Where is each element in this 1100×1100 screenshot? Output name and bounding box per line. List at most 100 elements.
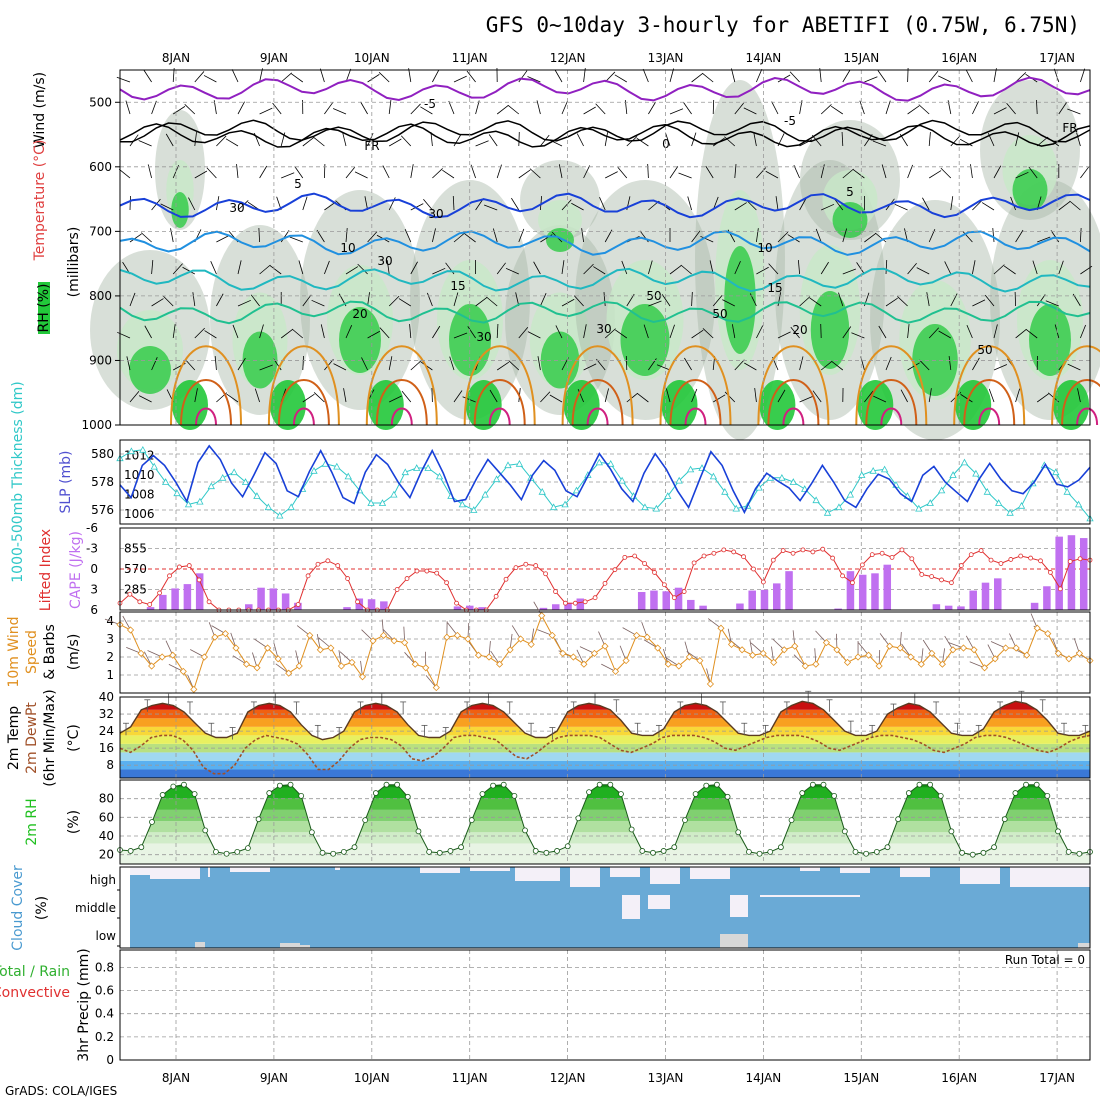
cloud-cover-background <box>130 867 1090 948</box>
lifted-index-point <box>612 567 618 573</box>
axis-title-wind-10m: 10m Wind <box>6 616 22 687</box>
wind-barb <box>280 329 293 339</box>
thickness-point <box>880 465 889 473</box>
wind-barb <box>820 360 833 371</box>
lifted-index-point <box>1028 555 1034 561</box>
wind-barb <box>432 325 441 339</box>
temperature-contour <box>180 379 232 426</box>
thickness-point <box>1074 500 1083 508</box>
wind-barb <box>821 203 835 211</box>
rh-point <box>884 844 891 851</box>
li-tick-label: -6 <box>86 521 98 535</box>
wind-speed-point <box>422 664 430 672</box>
thickness-point <box>401 468 409 476</box>
wind-speed-point <box>875 662 883 670</box>
wind-barb <box>1003 265 1016 275</box>
temperature-contour <box>963 379 1016 426</box>
wind-barb <box>830 105 844 115</box>
wind-barb <box>182 266 195 275</box>
wind-barb <box>897 296 908 307</box>
wind-barb <box>922 197 930 211</box>
panel-frame <box>119 527 1091 611</box>
wind-barb <box>793 654 806 667</box>
rh-core <box>955 380 992 430</box>
wind-barb <box>972 199 983 211</box>
wind-barb <box>378 71 390 83</box>
wind-barb <box>993 364 1008 371</box>
thickness-line <box>119 449 1091 519</box>
rh-point <box>181 781 187 788</box>
wind-speed-point <box>664 660 672 668</box>
wind-barb <box>864 390 874 403</box>
wind-barb <box>881 164 887 179</box>
thickness-point <box>1052 468 1060 476</box>
date-label: 13JAN <box>648 51 684 65</box>
temperature-contour <box>170 345 242 426</box>
rh-point <box>426 848 433 855</box>
wind-speed-point <box>137 649 145 657</box>
wind-speed-point <box>474 651 483 659</box>
rh-band <box>120 787 1090 799</box>
rh-point <box>703 782 710 789</box>
lifted-index-point <box>899 547 905 553</box>
wind-speed-point <box>1012 644 1020 652</box>
wind-barb <box>1015 328 1027 339</box>
rh-point <box>1055 828 1061 835</box>
wind-barb <box>1080 324 1087 339</box>
wind-barb <box>856 262 865 275</box>
wind-barb <box>669 324 675 339</box>
wind-speed-point <box>443 633 451 641</box>
rh-core <box>129 346 171 394</box>
rh-point <box>746 848 752 855</box>
thickness-point <box>1006 508 1014 516</box>
wind-barb <box>382 629 395 642</box>
lifted-index-point <box>602 580 608 586</box>
rh-point <box>671 844 678 851</box>
wind-barb <box>561 100 568 115</box>
wind-barb <box>712 295 723 307</box>
wind-tick-label: 2 <box>106 650 114 664</box>
thickness-point <box>458 500 467 508</box>
wind-barb <box>731 324 736 339</box>
cloud-gap-high <box>208 867 210 877</box>
rh-point <box>905 790 912 796</box>
wind-barb <box>126 356 131 371</box>
wind-speed-point <box>169 651 177 659</box>
wind-speed-point <box>1002 644 1010 652</box>
wind-barb <box>1058 260 1064 275</box>
wind-speed-point <box>495 660 504 668</box>
temp-tick-label: 40 <box>99 690 114 704</box>
wind-speed-point <box>1065 655 1073 663</box>
cape-bar <box>773 583 781 610</box>
cloud-gap-high <box>230 867 270 872</box>
panel-frame <box>119 949 1091 1061</box>
lifted-index-point <box>582 599 588 605</box>
temperature-contour <box>463 345 536 426</box>
cape-bar <box>1067 535 1076 610</box>
wind-barb <box>928 327 940 339</box>
rh-point <box>969 851 976 858</box>
wind-speed-point <box>970 646 978 654</box>
cloud-gap-high <box>960 867 1000 884</box>
rh-point <box>1033 781 1040 788</box>
wind-barb <box>617 167 628 179</box>
thickness-point <box>618 476 626 484</box>
isotherm-label: FR <box>1062 121 1077 135</box>
rh-point <box>650 849 656 856</box>
thickness-point <box>641 503 649 511</box>
lifted-index-point <box>325 558 331 564</box>
cape-bar <box>539 607 548 610</box>
wind-barb <box>872 140 887 147</box>
temperature-band <box>120 752 1090 761</box>
lifted-index-point <box>335 563 341 568</box>
wind-speed-point <box>264 644 272 652</box>
cloud-low-patch <box>720 934 748 948</box>
wind-speed-point <box>327 644 335 652</box>
lifted-index-point <box>721 547 727 553</box>
wind-speed-point <box>822 639 830 647</box>
cape-bar <box>748 590 756 610</box>
wind-barb <box>809 297 822 307</box>
wind-barb <box>404 652 416 665</box>
cape-bar <box>994 578 1002 610</box>
